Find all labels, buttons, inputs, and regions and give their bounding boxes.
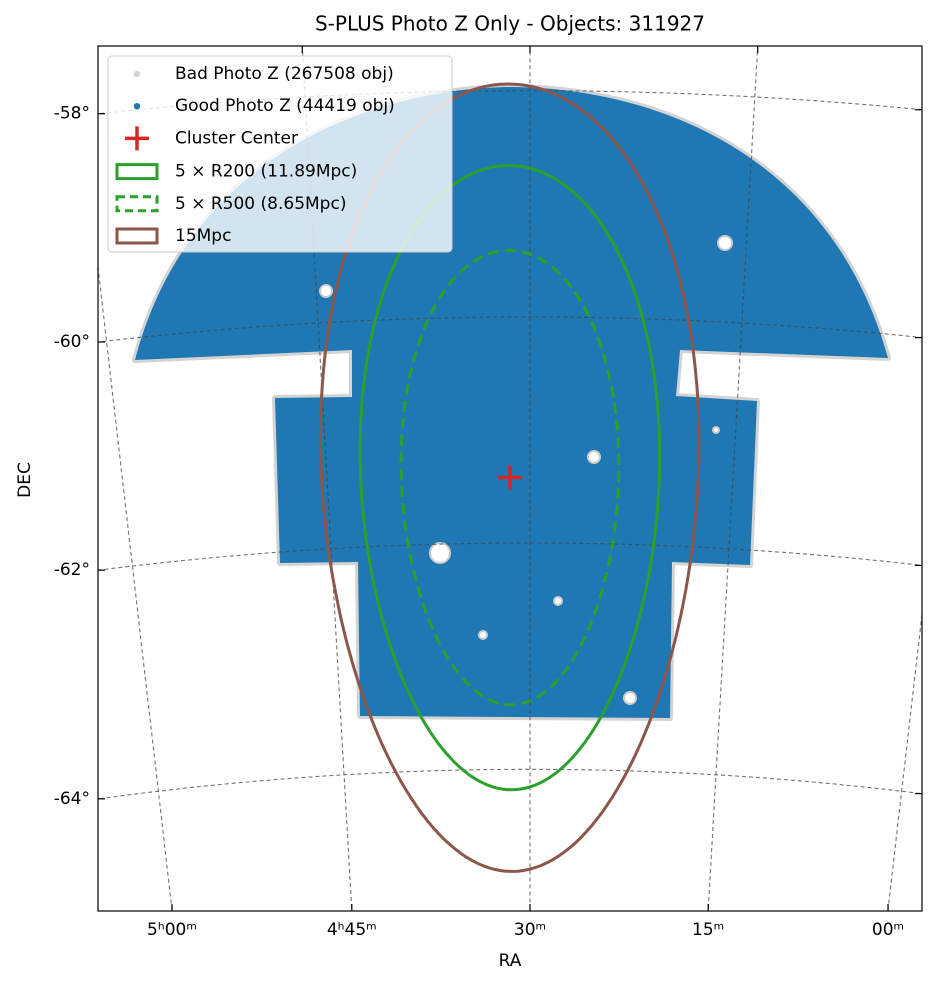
legend-label: 5 × R500 (8.65Mpc): [175, 194, 346, 214]
hole: [478, 630, 488, 640]
legend-box: [107, 55, 453, 253]
legend-swatch: [115, 195, 159, 213]
holes: [319, 235, 733, 705]
x-tick-label: 15ᵐ: [692, 920, 724, 940]
y-tick-label: -64°: [54, 789, 90, 809]
x-tick-label: 00ᵐ: [872, 920, 904, 940]
legend-swatch: [115, 227, 159, 245]
chart-title: S-PLUS Photo Z Only - Objects: 311927: [315, 12, 705, 36]
x-tick-label: 4ʰ45ᵐ: [327, 920, 377, 940]
legend-swatch: [133, 103, 141, 110]
y-tick-label: -60°: [54, 332, 90, 352]
grid-line: [98, 316, 922, 343]
legend-swatch: [125, 126, 149, 151]
hole: [553, 596, 563, 606]
y-tick-label: -58°: [54, 104, 90, 124]
cross: [497, 465, 522, 490]
grid-line: [98, 90, 922, 115]
cluster-center: [497, 465, 522, 490]
legend-label: Bad Photo Z (267508 obj): [175, 64, 394, 84]
x-tick-label: 30ᵐ: [514, 920, 546, 940]
y-axis-label: DEC: [15, 462, 35, 498]
x-tick-label: 5ʰ00ᵐ: [147, 920, 197, 940]
ticks: -58° -60° -62° -64° 5ʰ00ᵐ 4ʰ45ᵐ 30ᵐ 15ᵐ 00ᵐ: [54, 46, 922, 940]
legend-swatch: [133, 70, 141, 78]
hole: [587, 450, 601, 464]
hole: [429, 542, 451, 564]
legend-swatch: [115, 163, 159, 181]
legend-label: 5 × R200 (11.89Mpc): [175, 162, 357, 182]
hole: [319, 284, 333, 298]
x-axis-label: RA: [499, 951, 522, 971]
legend-label: Cluster Center: [175, 128, 298, 148]
plot-frame: [97, 45, 923, 912]
legend-label: 15Mpc: [175, 226, 231, 246]
y-tick-label: -62°: [54, 560, 90, 580]
hole: [717, 235, 733, 251]
legend: Bad Photo Z (267508 obj) Good Photo Z (44…: [107, 55, 453, 253]
radius-circle: [399, 248, 621, 707]
legend-label: Good Photo Z (44419 obj): [175, 96, 395, 116]
hole: [623, 691, 637, 705]
hole: [712, 426, 720, 434]
